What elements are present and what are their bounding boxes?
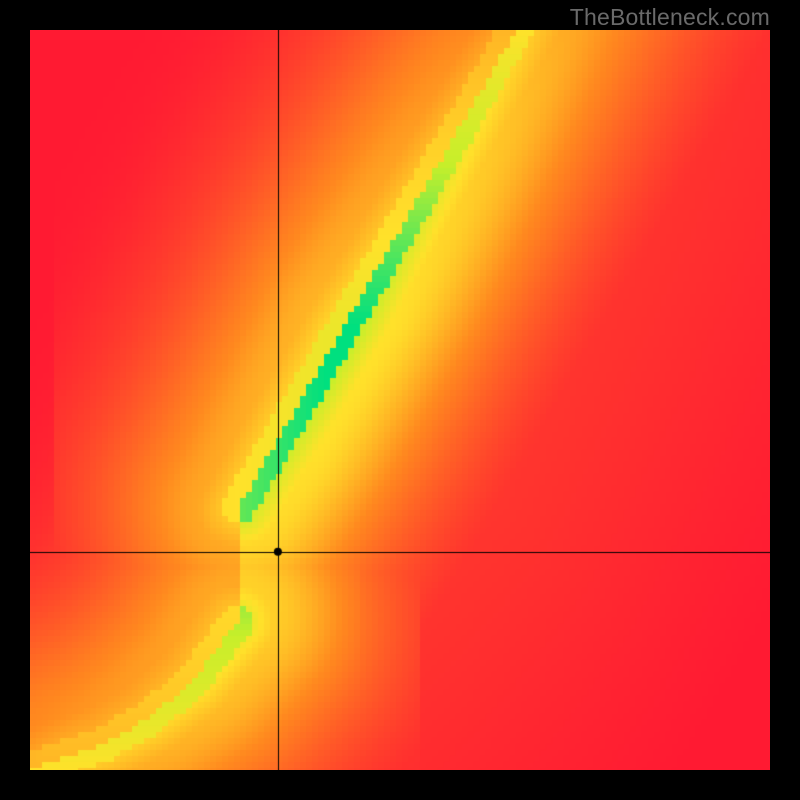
watermark-text: TheBottleneck.com bbox=[570, 4, 770, 31]
chart-container: TheBottleneck.com bbox=[0, 0, 800, 800]
crosshair-overlay-canvas bbox=[30, 30, 770, 770]
